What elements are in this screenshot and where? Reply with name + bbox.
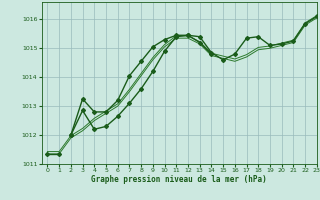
X-axis label: Graphe pression niveau de la mer (hPa): Graphe pression niveau de la mer (hPa) [91,175,267,184]
